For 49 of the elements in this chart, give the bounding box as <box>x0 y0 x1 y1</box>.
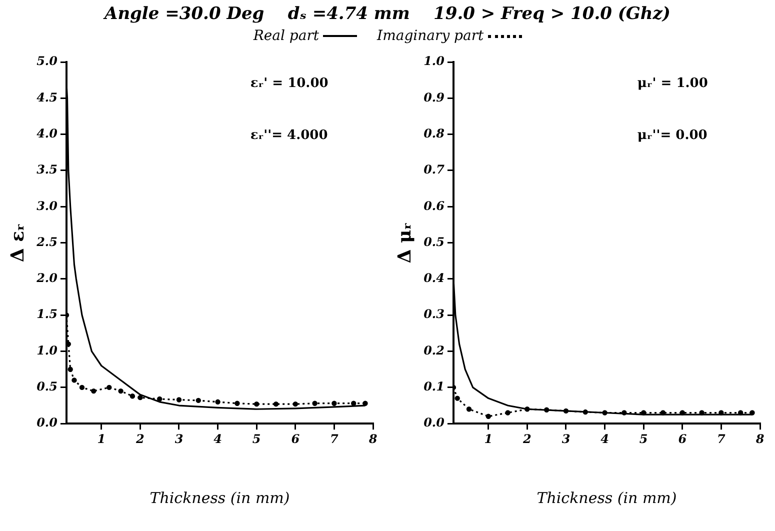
y-tick-label: 1.0 <box>424 54 446 68</box>
legend-label: Real part <box>253 28 320 44</box>
y-tick-label: 1.5 <box>36 307 58 322</box>
annotation: μᵣ' = 1.00 <box>637 76 708 91</box>
x-tick-label: 4 <box>600 432 609 446</box>
y-tick-label: 0.9 <box>424 90 446 104</box>
annotation: μᵣ''= 0.00 <box>637 128 708 143</box>
y-axis-title: Δ εᵣ <box>7 223 28 262</box>
y-tick-label: 0.4 <box>424 271 444 286</box>
x-axis-title: Thickness (in mm) <box>536 488 677 507</box>
x-tick-label: 2 <box>135 432 144 446</box>
x-tick-label: 8 <box>754 432 765 446</box>
x-tick-label: 3 <box>562 432 570 446</box>
y-tick-label: 0.1 <box>424 380 444 394</box>
x-tick-label: 7 <box>717 432 726 446</box>
y-tick-label: 4.0 <box>36 126 58 140</box>
y-tick-label: 0.3 <box>424 307 444 322</box>
chart-title: Angle =30.0 Deg dₛ =4.74 mm 19.0 > Freq > 10.0 (Ghz) <box>102 3 672 24</box>
y-tick-label: 0.5 <box>424 234 444 249</box>
y-tick-label: 0.7 <box>424 162 446 177</box>
annotation: εᵣ' = 10.00 <box>250 76 328 91</box>
y-tick-label: 2.0 <box>36 271 58 286</box>
x-tick-label: 5 <box>252 432 261 446</box>
x-axis-title: Thickness (in mm) <box>150 488 290 507</box>
x-tick-label: 5 <box>639 432 648 446</box>
legend-label: Imaginary part <box>377 28 484 44</box>
y-tick-label: 5.0 <box>36 54 58 68</box>
y-tick-label: 2.5 <box>36 234 58 249</box>
x-tick-label: 3 <box>174 432 184 446</box>
x-tick-label: 6 <box>678 432 688 446</box>
x-tick-label: 1 <box>97 432 106 446</box>
y-tick-label: 3.5 <box>36 162 58 177</box>
annotation: εᵣ''= 4.000 <box>250 128 328 143</box>
y-tick-label: 0.5 <box>36 380 58 394</box>
y-tick-label: 0.6 <box>424 198 446 213</box>
x-tick-label: 4 <box>214 432 222 446</box>
y-tick-label: 0.8 <box>424 126 446 140</box>
y-tick-label: 1.0 <box>36 343 58 358</box>
y-tick-label: 4.5 <box>36 90 58 104</box>
y-tick-label: 0.0 <box>36 416 58 430</box>
y-tick-label: 0.0 <box>424 416 446 430</box>
x-tick-label: 7 <box>330 432 340 446</box>
y-tick-label: 0.2 <box>424 343 444 358</box>
x-tick-label: 2 <box>522 432 532 446</box>
x-tick-label: 8 <box>368 432 378 446</box>
x-tick-label: 1 <box>484 432 493 446</box>
y-tick-label: 3.0 <box>36 198 58 213</box>
x-tick-label: 6 <box>291 432 300 446</box>
y-axis-title: Δ μᵣ <box>394 222 416 264</box>
